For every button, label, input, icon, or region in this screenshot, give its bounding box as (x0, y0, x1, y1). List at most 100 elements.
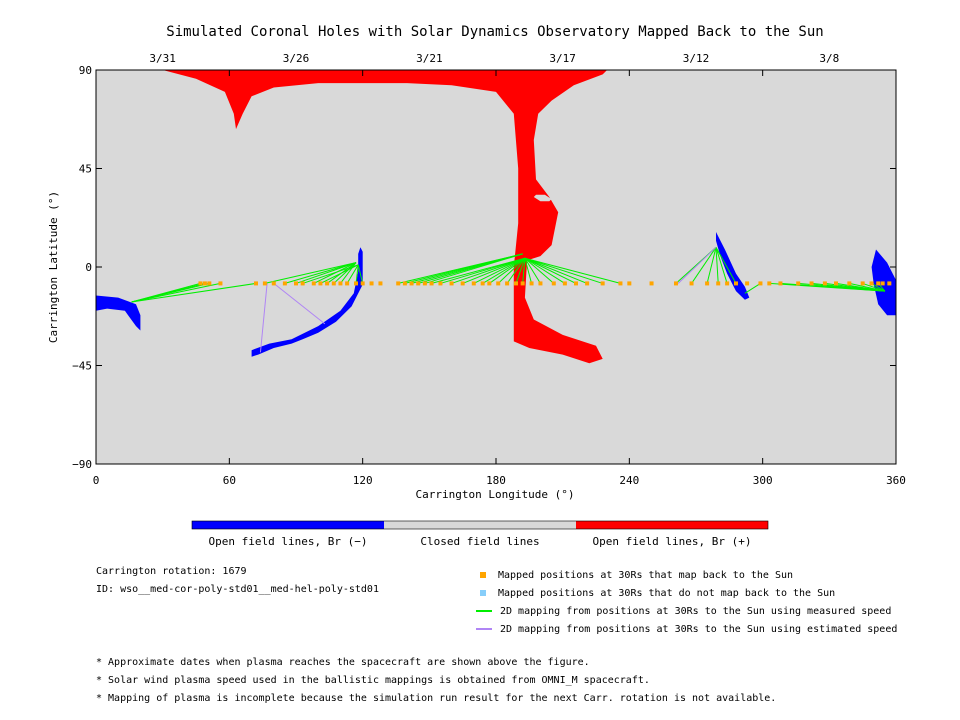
legend-swatch-line (476, 610, 492, 612)
mapped-point (649, 281, 654, 286)
measured-mapping-line (355, 264, 359, 284)
mapped-point (887, 281, 892, 286)
colorbar-frame (191, 520, 769, 530)
negative-coronal-hole-3 (716, 232, 750, 300)
measured-mapping-line (691, 247, 717, 284)
legend-item: Mapped positions at 30Rs that do not map… (474, 584, 897, 602)
measured-mapping-line (440, 257, 526, 284)
x-tick-label: 180 (486, 474, 506, 487)
mapped-point (529, 281, 534, 286)
mapped-point (378, 281, 383, 286)
x-tick-label: 240 (619, 474, 639, 487)
mapped-point (520, 281, 525, 286)
measured-mapping-line (131, 282, 257, 303)
top-date-label: 3/17 (549, 52, 576, 65)
measured-mapping-line (862, 282, 886, 292)
mapped-point (449, 281, 454, 286)
colorbar-segment-open-positive (576, 521, 768, 529)
measured-mapping-line (524, 257, 566, 284)
top-date-label: 3/8 (819, 52, 839, 65)
top-date-label: 3/12 (683, 52, 710, 65)
measured-mapping-line (849, 282, 885, 292)
measured-mapping-line (515, 258, 526, 284)
y-tick-label: 45 (79, 163, 92, 176)
mapped-point (416, 281, 421, 286)
measured-mapping-line (357, 264, 364, 284)
measured-mapping-line (706, 247, 717, 284)
measured-mapping-line (346, 264, 359, 284)
footnote-incomplete: * Mapping of plasma is incomplete becaus… (96, 693, 777, 704)
axes: 0 60 120 180 240 300 360 90 45 0 −45 −90 (72, 64, 906, 487)
measured-mapping-line (497, 257, 526, 284)
top-date-label: 3/26 (283, 52, 310, 65)
y-tick-label: −45 (72, 360, 92, 373)
mapped-point (600, 281, 605, 286)
mapped-point (282, 281, 287, 286)
mapped-point (705, 281, 710, 286)
mapped-point (369, 281, 374, 286)
mapped-point (460, 281, 465, 286)
measured-mapping-line (313, 262, 357, 284)
measured-mapping-line (524, 257, 603, 284)
y-tick-label: 0 (85, 261, 92, 274)
measured-mapping-line (524, 258, 533, 284)
mapped-point (778, 281, 783, 286)
x-axis-label: Carrington Longitude (°) (416, 488, 575, 501)
negative-coronal-hole-1 (96, 295, 141, 331)
measured-mapping-line (744, 282, 761, 294)
measured-mapping-line (524, 257, 621, 284)
mapped-point (809, 281, 814, 286)
chart-title: Simulated Coronal Holes with Solar Dynam… (166, 24, 823, 40)
mapped-point (674, 281, 678, 286)
top-date-axis: 3/31 3/26 3/21 3/17 3/12 3/8 (149, 52, 839, 65)
legend-swatch-square (480, 572, 486, 578)
x-tick-label: 0 (93, 474, 100, 487)
x-tick-label: 360 (886, 474, 906, 487)
measured-mapping-line (489, 257, 526, 284)
mapped-point (869, 281, 874, 286)
colorbar-segment-open-negative (192, 521, 384, 529)
plot-area (96, 70, 896, 464)
measured-mapping-line (473, 257, 526, 284)
legend-swatch-square (480, 590, 486, 596)
positive-coronal-hole (162, 70, 608, 364)
measured-mapping-line (333, 262, 357, 284)
mapped-point (218, 281, 223, 286)
x-tick-label: 120 (353, 474, 373, 487)
mapped-point (758, 281, 763, 286)
mapped-point (551, 281, 556, 286)
measured-mapping-line (462, 257, 526, 284)
mapped-point (734, 281, 738, 286)
mapped-point (325, 281, 330, 286)
positive-hole-closed-island (533, 194, 552, 202)
estimated-mapping-line (273, 283, 326, 325)
colorbar-segment-closed (384, 521, 576, 529)
mapped-point (627, 281, 632, 286)
coronal-hole-map: Simulated Coronal Holes with Solar Dynam… (47, 24, 906, 548)
measured-mapping-line (482, 257, 526, 284)
mapped-point (487, 281, 492, 286)
mapped-point (505, 281, 510, 286)
mapped-point (429, 281, 434, 286)
measured-mapping-line (506, 257, 526, 284)
mapped-point (880, 281, 885, 286)
measured-mapping-line (295, 262, 357, 284)
measured-mapping-line (715, 247, 728, 284)
measured-mapping-line (871, 282, 886, 292)
carrington-rotation-label: Carrington rotation: 1679 (96, 566, 247, 577)
legend-label: 2D mapping from positions at 30Rs to the… (500, 605, 892, 617)
measured-mapping-line (451, 257, 526, 284)
legend: Mapped positions at 30Rs that map back t… (474, 566, 897, 638)
mapped-point (331, 281, 336, 286)
measured-mapping-line (284, 262, 357, 284)
top-date-label: 3/21 (416, 52, 443, 65)
mapped-point (480, 281, 485, 286)
mapped-point (318, 281, 323, 286)
x-tick-label: 60 (223, 474, 236, 487)
mapped-point (202, 281, 207, 286)
mapped-point (402, 281, 407, 286)
mapped-point (822, 281, 827, 286)
mapped-point (198, 281, 203, 286)
mapped-point (716, 281, 721, 286)
measured-mapping-line (524, 257, 588, 284)
